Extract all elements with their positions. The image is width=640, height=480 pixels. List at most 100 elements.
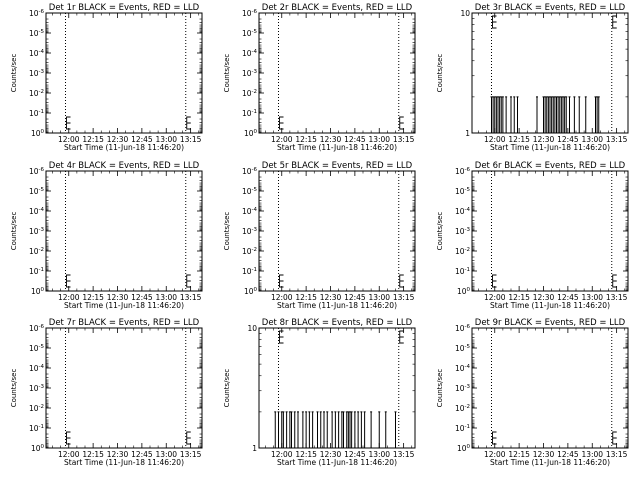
- marker-bracket: [612, 431, 617, 445]
- y-tick-label: 10-1: [455, 424, 470, 433]
- y-axis-title: Counts/sec: [436, 212, 444, 251]
- y-tick-label: 10-1: [242, 109, 257, 118]
- y-tick-label: 10-5: [455, 187, 471, 196]
- x-tick-label: 13:15: [606, 293, 628, 302]
- x-tick-label: 12:45: [131, 450, 153, 459]
- y-tick-label: 10-2: [242, 247, 257, 256]
- marker-bracket: [492, 15, 497, 29]
- y-tick-label: 10-5: [29, 29, 45, 38]
- x-tick-label: 12:45: [344, 293, 366, 302]
- panel-det5: Det 5r BLACK = Events, RED = LLD 100 10-1 1…: [223, 161, 416, 310]
- x-tick-label: 12:30: [107, 450, 129, 459]
- x-tick-label: 12:15: [82, 450, 104, 459]
- y-tick-label: 10-4: [455, 207, 471, 216]
- marker-bracket: [66, 431, 71, 445]
- y-tick-label: 10-3: [242, 69, 258, 78]
- y-tick-label: 100: [457, 287, 471, 296]
- x-tick-label: 12:30: [533, 135, 555, 144]
- y-tick-label: 100: [31, 129, 45, 138]
- x-tick-label: 12:00: [58, 293, 80, 302]
- chart-title: Det 6r BLACK = Events, RED = LLD: [475, 161, 626, 171]
- x-tick-label: 13:15: [606, 450, 628, 459]
- y-tick-label: 100: [31, 444, 45, 453]
- marker-bracket: [399, 330, 404, 344]
- panel-det9: Det 9r BLACK = Events, RED = LLD 100 10-1 1…: [436, 318, 629, 467]
- y-axis-title: Counts/sec: [10, 54, 18, 93]
- plot-frame: [258, 12, 416, 134]
- x-axis-title: Start Time (11-Jun-18 11:46:20): [277, 458, 397, 467]
- y-tick-label: 10-5: [242, 187, 258, 196]
- x-axis-title: Start Time (11-Jun-18 11:46:20): [64, 458, 184, 467]
- x-tick-label: 13:00: [368, 450, 390, 459]
- x-tick-label: 12:00: [484, 450, 506, 459]
- x-tick-label: 12:15: [82, 293, 104, 302]
- x-tick-label: 12:00: [484, 293, 506, 302]
- y-tick-label: 10-2: [455, 247, 470, 256]
- y-axis-title: Counts/sec: [436, 369, 444, 408]
- marker-bracket: [279, 116, 284, 130]
- x-axis-title: Start Time (11-Jun-18 11:46:20): [277, 301, 397, 310]
- y-tick-label: 10-3: [29, 69, 45, 78]
- x-tick-label: 12:30: [533, 450, 555, 459]
- y-tick-label: 10-2: [29, 89, 44, 98]
- chart-title: Det 1r BLACK = Events, RED = LLD: [49, 3, 200, 13]
- y-tick-label: 10-2: [242, 89, 257, 98]
- marker-bracket: [399, 274, 404, 288]
- chart-title: Det 2r BLACK = Events, RED = LLD: [262, 3, 413, 13]
- marker-bracket: [612, 15, 617, 29]
- x-axis-title: Start Time (11-Jun-18 11:46:20): [64, 301, 184, 310]
- x-tick-label: 12:00: [271, 450, 293, 459]
- y-tick-label: 10-1: [29, 109, 44, 118]
- y-tick-label: 10-3: [455, 227, 471, 236]
- y-tick-label: 10-3: [455, 384, 471, 393]
- x-tick-label: 13:15: [393, 293, 415, 302]
- x-tick-label: 13:00: [581, 450, 603, 459]
- y-tick-label: 10-6: [242, 167, 258, 176]
- x-tick-label: 12:15: [295, 293, 317, 302]
- y-tick-label: 10-6: [29, 167, 45, 176]
- y-tick-label: 10-4: [29, 49, 45, 58]
- y-tick-label: 100: [244, 287, 258, 296]
- x-tick-label: 12:45: [344, 135, 366, 144]
- x-tick-label: 12:15: [82, 135, 104, 144]
- y-axis-title: Counts/sec: [436, 54, 444, 93]
- x-axis-title: Start Time (11-Jun-18 11:46:20): [277, 143, 397, 152]
- y-tick-label: 10-1: [455, 267, 470, 276]
- x-tick-label: 13:00: [155, 450, 177, 459]
- y-tick-label: 10-4: [29, 207, 45, 216]
- y-tick-label: 10-1: [29, 267, 44, 276]
- marker-bracket: [186, 431, 191, 445]
- panel-det1: Det 1r BLACK = Events, RED = LLD 100 10-1 1…: [10, 3, 203, 152]
- x-tick-label: 12:30: [533, 293, 555, 302]
- x-tick-label: 12:15: [508, 450, 530, 459]
- y-tick-label: 10-5: [29, 187, 45, 196]
- x-tick-label: 12:30: [320, 293, 342, 302]
- panel-det4: Det 4r BLACK = Events, RED = LLD 100 10-1 1…: [10, 161, 203, 310]
- y-tick-label: 10: [247, 324, 257, 333]
- chart-title: Det 3r BLACK = Events, RED = LLD: [475, 3, 626, 13]
- panel-det3: Det 3r BLACK = Events, RED = LLD 10 1 12:00…: [436, 3, 629, 152]
- marker-bracket: [66, 274, 71, 288]
- marker-bracket: [66, 116, 71, 130]
- marker-bracket: [279, 274, 284, 288]
- y-tick-label: 10-4: [242, 49, 258, 58]
- y-tick-label: 100: [244, 129, 258, 138]
- plot-frame: [258, 327, 416, 449]
- x-tick-label: 13:00: [368, 293, 390, 302]
- x-axis-title: Start Time (11-Jun-18 11:46:20): [490, 301, 610, 310]
- panel-det2: Det 2r BLACK = Events, RED = LLD 100 10-1 1…: [223, 3, 416, 152]
- y-tick-label: 10-2: [455, 404, 470, 413]
- x-tick-label: 12:00: [271, 293, 293, 302]
- y-tick-label: 10-6: [455, 167, 471, 176]
- y-tick-label: 100: [31, 287, 45, 296]
- x-axis-title: Start Time (11-Jun-18 11:46:20): [64, 143, 184, 152]
- y-tick-label: 10-1: [242, 267, 257, 276]
- marker-bracket: [492, 431, 497, 445]
- y-tick-label: 10-5: [242, 29, 258, 38]
- x-tick-label: 13:15: [180, 450, 202, 459]
- x-tick-label: 12:30: [107, 293, 129, 302]
- x-tick-label: 13:15: [393, 450, 415, 459]
- x-tick-label: 12:00: [271, 135, 293, 144]
- x-tick-label: 13:00: [581, 293, 603, 302]
